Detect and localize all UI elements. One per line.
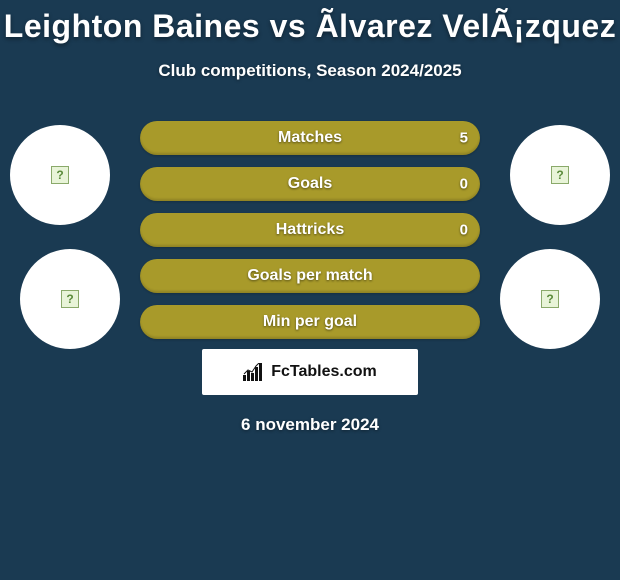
team1-avatar: [20, 249, 120, 349]
broken-image-icon: [541, 290, 559, 308]
subtitle: Club competitions, Season 2024/2025: [0, 61, 620, 81]
stat-label: Goals: [288, 175, 332, 193]
stat-value-right: 0: [460, 176, 468, 193]
page-title: Leighton Baines vs Ãlvarez VelÃ¡zquez: [0, 0, 620, 45]
stat-label: Goals per match: [247, 267, 372, 285]
stat-label: Matches: [278, 129, 342, 147]
stat-row-min-per-goal: Min per goal: [140, 305, 480, 339]
stat-row-goals: Goals 0: [140, 167, 480, 201]
stat-label: Min per goal: [263, 313, 357, 331]
stat-row-goals-per-match: Goals per match: [140, 259, 480, 293]
stat-bars: Matches 5 Goals 0 Hattricks 0 Goals per …: [140, 121, 480, 351]
broken-image-icon: [51, 166, 69, 184]
broken-image-icon: [61, 290, 79, 308]
stat-value-right: 0: [460, 222, 468, 239]
brand-badge: FcTables.com: [202, 349, 418, 395]
brand-text: FcTables.com: [271, 363, 377, 381]
infographic-root: Leighton Baines vs Ãlvarez VelÃ¡zquez Cl…: [0, 0, 620, 580]
bars-icon: [243, 363, 265, 381]
stats-area: Matches 5 Goals 0 Hattricks 0 Goals per …: [0, 121, 620, 341]
stat-label: Hattricks: [276, 221, 344, 239]
stat-value-right: 5: [460, 130, 468, 147]
player1-avatar: [10, 125, 110, 225]
broken-image-icon: [551, 166, 569, 184]
team2-avatar: [500, 249, 600, 349]
stat-row-hattricks: Hattricks 0: [140, 213, 480, 247]
player2-avatar: [510, 125, 610, 225]
date-text: 6 november 2024: [0, 415, 620, 435]
stat-row-matches: Matches 5: [140, 121, 480, 155]
